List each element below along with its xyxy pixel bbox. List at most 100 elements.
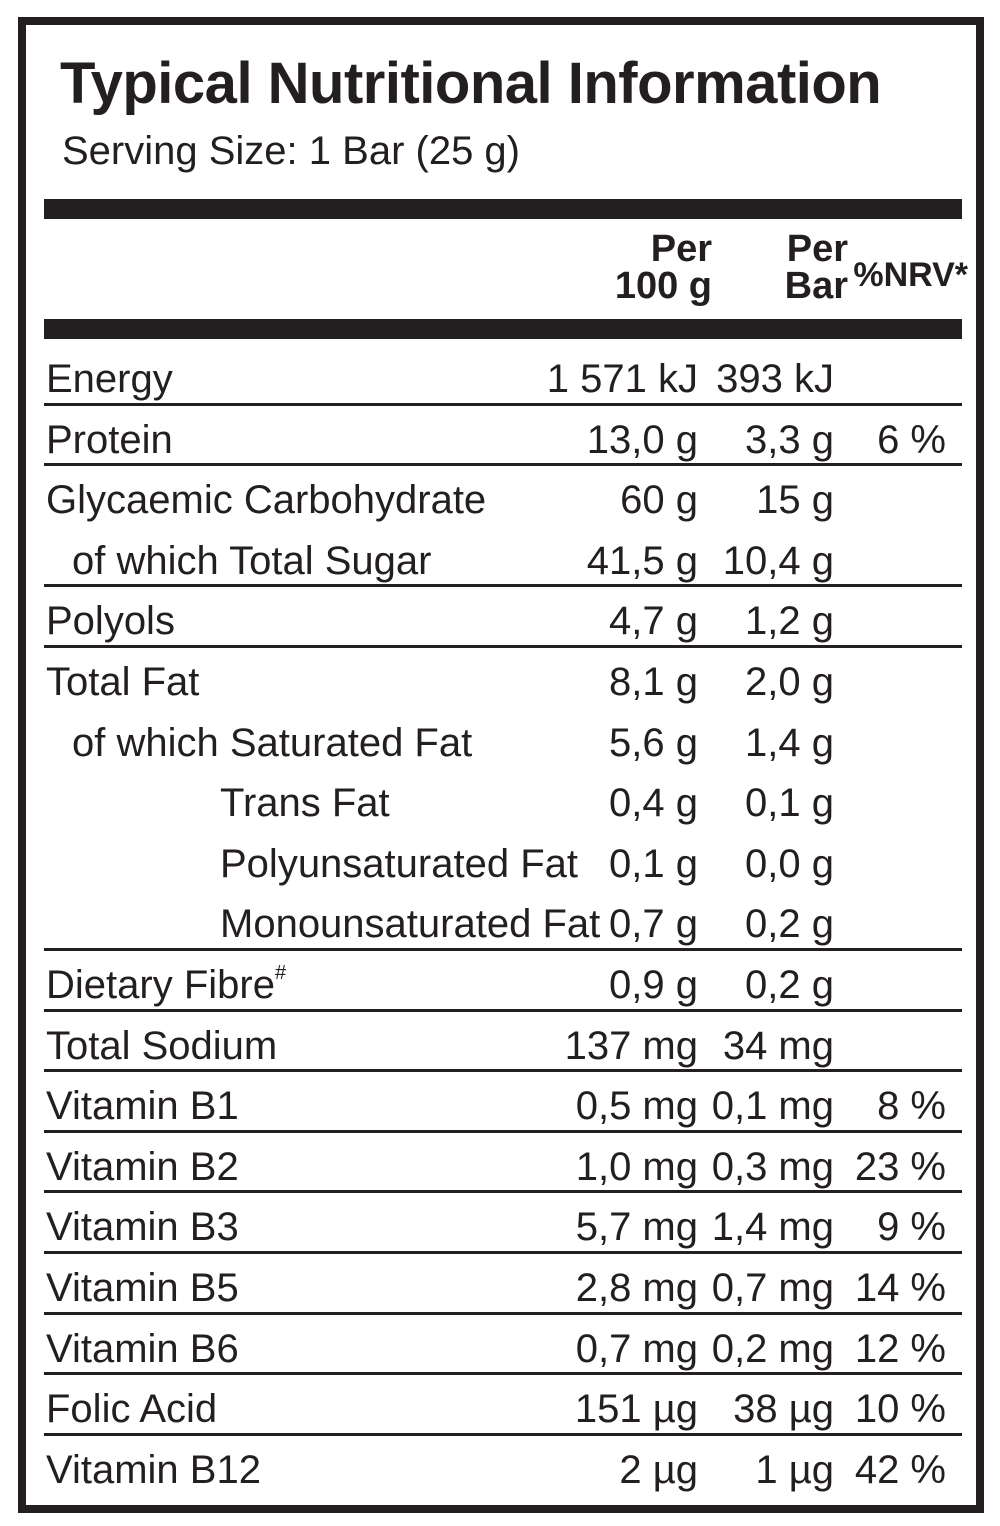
serving-size: Serving Size: 1 Bar (25 g) [62,129,520,173]
nutrient-name: Total Fat [46,662,199,702]
nutrient-name-text: Vitamin B5 [46,1265,239,1310]
nutrient-row: Vitamin B2 1,0 mg 0,3 mg 23 % [44,1133,962,1194]
column-header-per-100g-line1: Per [650,228,712,270]
value-per-bar: 1,4 g [745,720,834,765]
nutrient-name: Monounsaturated Fat [220,904,600,944]
nutrient-name: Folic Acid [46,1389,217,1429]
nutrient-name: Polyunsaturated Fat [220,844,578,884]
value-per-100g: 1,0 mg [575,1144,698,1189]
nutrient-name-text: Dietary Fibre [46,962,275,1007]
nutrient-name-text: of which Total Sugar [72,538,432,583]
nutrient-table: Energy 1 571 kJ 393 kJ Protein 13,0 g 3,3 g 6 … [44,345,962,1496]
value-nrv: 42 % [854,1447,946,1492]
nutrient-row: Polyunsaturated Fat 0,1 g 0,0 g [44,830,962,891]
value-nrv: 9 % [877,1205,946,1250]
value-per-100g: 4,7 g [609,599,698,644]
value-nrv: 14 % [854,1265,946,1310]
value-per-bar: 10,4 g [722,538,834,583]
value-per-bar: 0,2 mg [711,1326,834,1371]
value-per-bar: 0,7 mg [711,1265,834,1310]
value-per-100g: 8,1 g [609,659,698,704]
nutrient-name: Vitamin B6 [46,1329,239,1369]
nutrient-row: Vitamin B3 5,7 mg 1,4 mg 9 % [44,1193,962,1254]
value-per-bar: 0,1 mg [711,1084,834,1129]
nutrient-name-text: Total Fat [46,659,200,704]
nutrient-row: Folic Acid 151 µg 38 µg 10 % [44,1375,962,1436]
value-per-100g: 151 µg [574,1387,698,1432]
nutrient-name-text: Vitamin B6 [46,1326,239,1371]
header-bottom-rule [44,319,962,339]
value-per-bar: 0,2 g [745,902,834,947]
value-per-100g: 0,5 mg [575,1084,698,1129]
column-header-per-bar: Per Bar [784,228,848,307]
nutrient-row: Energy 1 571 kJ 393 kJ [44,345,962,406]
value-per-bar: 0,1 g [745,781,834,826]
nutrient-name: Total Sodium [46,1026,277,1066]
footnote-mark: # [274,961,287,984]
nutrient-name-text: Vitamin B2 [46,1144,239,1189]
nutrient-name: Vitamin B1 [46,1086,239,1126]
nutrient-name: of which Total Sugar [72,541,431,581]
nutrient-row: of which Saturated Fat 5,6 g 1,4 g [44,709,962,770]
value-per-bar: 393 kJ [716,357,834,401]
value-per-100g: 0,1 g [609,841,698,886]
header-top-rule [44,199,962,219]
value-per-bar: 1,4 mg [711,1205,834,1250]
column-header-per-bar-line1: Per [786,228,848,270]
value-nrv: 23 % [854,1144,946,1189]
nutrient-name-text: Monounsaturated Fat [220,902,601,947]
nutrient-name-text: Glycaemic Carbohydrate [46,478,487,523]
value-per-100g: 0,7 mg [575,1326,698,1371]
value-per-bar: 38 µg [733,1387,834,1432]
value-per-100g: 0,4 g [609,781,698,826]
value-nrv: 12 % [854,1326,946,1371]
value-per-100g: 5,6 g [609,720,698,765]
nutrient-name-text: of which Saturated Fat [72,720,473,765]
nutrient-name-text: Polyols [46,599,175,644]
value-per-100g: 13,0 g [586,417,698,462]
value-per-bar: 0,3 mg [711,1144,834,1189]
value-per-100g: 41,5 g [586,538,698,583]
column-header-per-100g: Per 100 g [614,228,712,307]
nutrient-name-text: Vitamin B1 [46,1084,239,1129]
nutrient-row: Vitamin B5 2,8 mg 0,7 mg 14 % [44,1254,962,1315]
nutrient-name: Protein [46,420,173,460]
nutrient-row: Total Sodium 137 mg 34 mg [44,1012,962,1073]
value-per-100g: 60 g [620,478,698,523]
value-per-100g: 0,7 g [609,902,698,947]
nutrient-name: Dietary Fibre# [46,961,287,1007]
nutrient-name-text: Total Sodium [46,1023,278,1068]
nutrient-name: Vitamin B3 [46,1207,239,1247]
nutrient-row: Vitamin B1 0,5 mg 0,1 mg 8 % [44,1072,962,1133]
label-title: Typical Nutritional Information [60,51,882,116]
value-per-bar: 2,0 g [745,659,834,704]
column-header-per-bar-line2: Bar [784,265,848,307]
nutrient-row: Dietary Fibre# 0,9 g 0,2 g [44,951,962,1012]
value-nrv: 8 % [877,1084,946,1129]
nutrient-name: Polyols [46,601,175,641]
nutrient-row: Trans Fat 0,4 g 0,1 g [44,769,962,830]
value-per-100g: 137 mg [564,1023,698,1068]
value-per-bar: 0,2 g [745,962,834,1007]
value-nrv: 10 % [854,1387,946,1432]
nutrient-name: Energy [46,359,173,399]
nutrition-label: Typical Nutritional Information Serving … [18,17,984,1513]
nutrient-name-text: Protein [46,417,173,462]
nutrient-name: Vitamin B5 [46,1268,239,1308]
value-per-100g: 0,9 g [609,962,698,1007]
column-header-per-100g-line2: 100 g [614,265,712,307]
value-per-100g: 2 µg [619,1447,698,1492]
value-per-100g: 5,7 mg [575,1205,698,1250]
nutrient-row: Vitamin B12 2 µg 1 µg 42 % [44,1436,962,1497]
nutrient-name-text: Energy [46,357,173,401]
value-per-bar: 0,0 g [745,841,834,886]
nutrient-name: Glycaemic Carbohydrate [46,480,486,520]
column-header-nrv: %NRV* [853,256,968,294]
value-per-100g: 1 571 kJ [546,357,698,401]
nutrient-name: Vitamin B12 [46,1450,261,1490]
value-per-bar: 1 µg [755,1447,834,1492]
nutrient-row: Protein 13,0 g 3,3 g 6 % [44,406,962,467]
value-per-bar: 1,2 g [745,599,834,644]
value-per-bar: 34 mg [722,1023,834,1068]
nutrient-name-text: Folic Acid [46,1387,218,1432]
